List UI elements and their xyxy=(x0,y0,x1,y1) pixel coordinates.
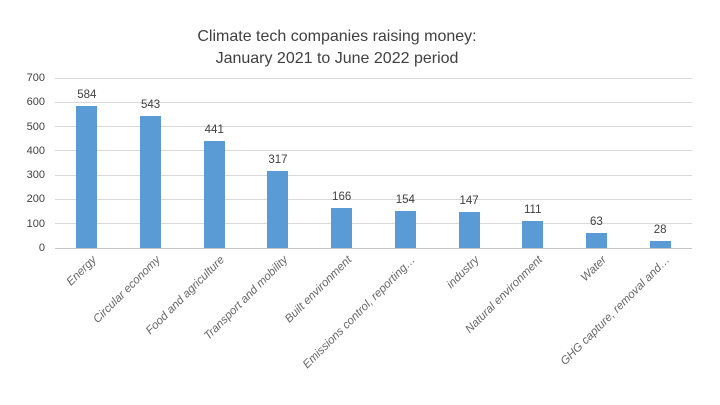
y-tick-label: 700 xyxy=(26,72,45,84)
value-label: 441 xyxy=(204,123,224,136)
category-label: GHG capture, removal and… xyxy=(558,254,673,368)
value-label: 147 xyxy=(459,195,479,208)
bar xyxy=(331,207,353,248)
category-label: industry xyxy=(444,254,482,291)
category-label: Circular economy xyxy=(91,254,164,326)
y-tick-label: 0 xyxy=(38,242,45,254)
gridline xyxy=(55,198,692,200)
bar xyxy=(394,210,416,248)
category-label: Water xyxy=(578,254,609,285)
value-label: 166 xyxy=(332,190,352,203)
category-label: Energy xyxy=(65,254,100,289)
gridline xyxy=(55,101,692,103)
gridline xyxy=(55,223,692,225)
y-tick-label: 400 xyxy=(26,144,45,157)
gridline xyxy=(55,174,692,176)
bar xyxy=(585,232,607,248)
value-label: 154 xyxy=(395,193,415,206)
gridline xyxy=(55,126,692,128)
value-label: 584 xyxy=(77,89,97,102)
x-axis-line xyxy=(55,247,692,249)
y-tick-label: 500 xyxy=(26,120,45,133)
chart-title: Climate tech companies raising money: Ja… xyxy=(17,26,657,70)
chart-title-line-1: Climate tech companies raising money: xyxy=(197,28,477,45)
gridline xyxy=(55,77,692,79)
value-label: 543 xyxy=(140,99,161,112)
bar xyxy=(458,212,480,248)
y-tick-label: 200 xyxy=(26,193,45,206)
bar xyxy=(203,140,225,248)
bar xyxy=(267,171,289,248)
bar xyxy=(76,106,98,248)
bar xyxy=(522,221,544,248)
category-label: Built environment xyxy=(282,254,355,326)
category-label: Emissions control, reporting… xyxy=(300,254,418,371)
value-label: 111 xyxy=(524,204,542,217)
y-tick-label: 300 xyxy=(26,169,45,182)
bar xyxy=(649,241,671,248)
chart-title-line-2: January 2021 to June 2022 period xyxy=(215,50,459,67)
gridline xyxy=(55,150,692,152)
value-label: 63 xyxy=(590,215,603,228)
y-tick-label: 600 xyxy=(26,96,45,109)
y-tick-label: 100 xyxy=(26,217,45,230)
value-label: 317 xyxy=(268,154,288,166)
value-label: 28 xyxy=(653,224,667,237)
bar xyxy=(140,116,162,248)
